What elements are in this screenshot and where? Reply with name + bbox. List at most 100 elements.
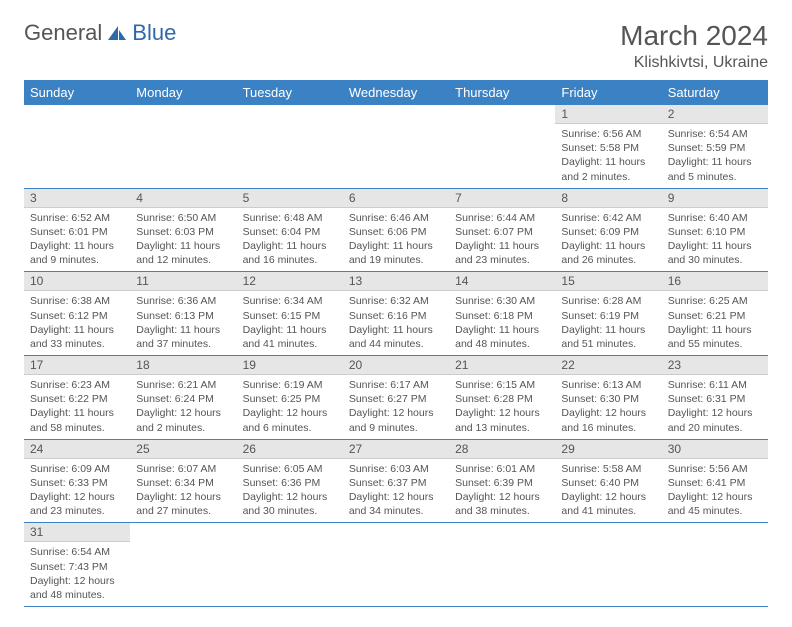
day-number: 25 (130, 440, 236, 459)
day-number: 30 (662, 440, 768, 459)
day-content: Sunrise: 6:50 AMSunset: 6:03 PMDaylight:… (130, 208, 236, 272)
calendar-cell: 5Sunrise: 6:48 AMSunset: 6:04 PMDaylight… (237, 188, 343, 272)
day-content: Sunrise: 6:17 AMSunset: 6:27 PMDaylight:… (343, 375, 449, 439)
day-number: 15 (555, 272, 661, 291)
calendar-table: SundayMondayTuesdayWednesdayThursdayFrid… (24, 80, 768, 607)
calendar-cell: 12Sunrise: 6:34 AMSunset: 6:15 PMDayligh… (237, 272, 343, 356)
calendar-cell: 24Sunrise: 6:09 AMSunset: 6:33 PMDayligh… (24, 439, 130, 523)
calendar-cell (343, 523, 449, 607)
calendar-cell: 28Sunrise: 6:01 AMSunset: 6:39 PMDayligh… (449, 439, 555, 523)
day-content: Sunrise: 6:25 AMSunset: 6:21 PMDaylight:… (662, 291, 768, 355)
calendar-cell: 25Sunrise: 6:07 AMSunset: 6:34 PMDayligh… (130, 439, 236, 523)
day-number: 26 (237, 440, 343, 459)
location-label: Klishkivtsi, Ukraine (620, 54, 768, 72)
calendar-cell (343, 105, 449, 188)
calendar-row: 31Sunrise: 6:54 AMSunset: 7:43 PMDayligh… (24, 523, 768, 607)
day-content: Sunrise: 6:42 AMSunset: 6:09 PMDaylight:… (555, 208, 661, 272)
day-number: 3 (24, 189, 130, 208)
day-number: 24 (24, 440, 130, 459)
weekday-header: Saturday (662, 80, 768, 105)
day-content: Sunrise: 6:56 AMSunset: 5:58 PMDaylight:… (555, 124, 661, 188)
calendar-cell (130, 523, 236, 607)
calendar-cell: 4Sunrise: 6:50 AMSunset: 6:03 PMDaylight… (130, 188, 236, 272)
calendar-cell: 27Sunrise: 6:03 AMSunset: 6:37 PMDayligh… (343, 439, 449, 523)
calendar-row: 1Sunrise: 6:56 AMSunset: 5:58 PMDaylight… (24, 105, 768, 188)
header: General Blue March 2024 Klishkivtsi, Ukr… (24, 20, 768, 72)
weekday-header: Monday (130, 80, 236, 105)
calendar-cell (449, 105, 555, 188)
title-block: March 2024 Klishkivtsi, Ukraine (620, 20, 768, 72)
day-content: Sunrise: 6:09 AMSunset: 6:33 PMDaylight:… (24, 459, 130, 523)
weekday-header: Wednesday (343, 80, 449, 105)
calendar-cell: 19Sunrise: 6:19 AMSunset: 6:25 PMDayligh… (237, 356, 343, 440)
calendar-cell: 16Sunrise: 6:25 AMSunset: 6:21 PMDayligh… (662, 272, 768, 356)
day-content: Sunrise: 6:34 AMSunset: 6:15 PMDaylight:… (237, 291, 343, 355)
day-number: 13 (343, 272, 449, 291)
calendar-cell (237, 105, 343, 188)
day-content: Sunrise: 6:44 AMSunset: 6:07 PMDaylight:… (449, 208, 555, 272)
calendar-body: 1Sunrise: 6:56 AMSunset: 5:58 PMDaylight… (24, 105, 768, 607)
day-content: Sunrise: 6:46 AMSunset: 6:06 PMDaylight:… (343, 208, 449, 272)
calendar-cell: 1Sunrise: 6:56 AMSunset: 5:58 PMDaylight… (555, 105, 661, 188)
logo: General Blue (24, 20, 176, 46)
day-content: Sunrise: 6:40 AMSunset: 6:10 PMDaylight:… (662, 208, 768, 272)
day-number: 21 (449, 356, 555, 375)
page-title: March 2024 (620, 20, 768, 52)
day-content: Sunrise: 6:54 AMSunset: 5:59 PMDaylight:… (662, 124, 768, 188)
day-content: Sunrise: 6:48 AMSunset: 6:04 PMDaylight:… (237, 208, 343, 272)
calendar-cell: 2Sunrise: 6:54 AMSunset: 5:59 PMDaylight… (662, 105, 768, 188)
day-number: 20 (343, 356, 449, 375)
calendar-cell (237, 523, 343, 607)
day-content: Sunrise: 6:05 AMSunset: 6:36 PMDaylight:… (237, 459, 343, 523)
calendar-cell: 8Sunrise: 6:42 AMSunset: 6:09 PMDaylight… (555, 188, 661, 272)
calendar-cell: 9Sunrise: 6:40 AMSunset: 6:10 PMDaylight… (662, 188, 768, 272)
weekday-header: Friday (555, 80, 661, 105)
day-number: 29 (555, 440, 661, 459)
calendar-cell: 23Sunrise: 6:11 AMSunset: 6:31 PMDayligh… (662, 356, 768, 440)
weekday-header: Tuesday (237, 80, 343, 105)
day-number: 14 (449, 272, 555, 291)
day-number: 17 (24, 356, 130, 375)
day-number: 6 (343, 189, 449, 208)
day-number: 12 (237, 272, 343, 291)
calendar-cell: 21Sunrise: 6:15 AMSunset: 6:28 PMDayligh… (449, 356, 555, 440)
day-number: 27 (343, 440, 449, 459)
calendar-cell (662, 523, 768, 607)
calendar-row: 24Sunrise: 6:09 AMSunset: 6:33 PMDayligh… (24, 439, 768, 523)
day-number: 16 (662, 272, 768, 291)
day-number: 4 (130, 189, 236, 208)
calendar-cell: 13Sunrise: 6:32 AMSunset: 6:16 PMDayligh… (343, 272, 449, 356)
day-number: 18 (130, 356, 236, 375)
calendar-cell: 6Sunrise: 6:46 AMSunset: 6:06 PMDaylight… (343, 188, 449, 272)
day-content: Sunrise: 6:52 AMSunset: 6:01 PMDaylight:… (24, 208, 130, 272)
day-number: 19 (237, 356, 343, 375)
weekday-header: Thursday (449, 80, 555, 105)
weekday-header-row: SundayMondayTuesdayWednesdayThursdayFrid… (24, 80, 768, 105)
day-number: 28 (449, 440, 555, 459)
day-content: Sunrise: 6:28 AMSunset: 6:19 PMDaylight:… (555, 291, 661, 355)
calendar-cell: 11Sunrise: 6:36 AMSunset: 6:13 PMDayligh… (130, 272, 236, 356)
calendar-cell (130, 105, 236, 188)
weekday-header: Sunday (24, 80, 130, 105)
calendar-cell: 17Sunrise: 6:23 AMSunset: 6:22 PMDayligh… (24, 356, 130, 440)
day-number: 22 (555, 356, 661, 375)
calendar-row: 3Sunrise: 6:52 AMSunset: 6:01 PMDaylight… (24, 188, 768, 272)
calendar-row: 17Sunrise: 6:23 AMSunset: 6:22 PMDayligh… (24, 356, 768, 440)
day-content: Sunrise: 6:38 AMSunset: 6:12 PMDaylight:… (24, 291, 130, 355)
day-content: Sunrise: 6:30 AMSunset: 6:18 PMDaylight:… (449, 291, 555, 355)
calendar-cell: 30Sunrise: 5:56 AMSunset: 6:41 PMDayligh… (662, 439, 768, 523)
calendar-cell: 22Sunrise: 6:13 AMSunset: 6:30 PMDayligh… (555, 356, 661, 440)
calendar-cell: 15Sunrise: 6:28 AMSunset: 6:19 PMDayligh… (555, 272, 661, 356)
day-number: 1 (555, 105, 661, 124)
day-content: Sunrise: 6:07 AMSunset: 6:34 PMDaylight:… (130, 459, 236, 523)
calendar-cell: 3Sunrise: 6:52 AMSunset: 6:01 PMDaylight… (24, 188, 130, 272)
day-number: 23 (662, 356, 768, 375)
logo-text-blue: Blue (132, 20, 176, 46)
day-content: Sunrise: 6:54 AMSunset: 7:43 PMDaylight:… (24, 542, 130, 606)
day-content: Sunrise: 6:11 AMSunset: 6:31 PMDaylight:… (662, 375, 768, 439)
calendar-cell: 18Sunrise: 6:21 AMSunset: 6:24 PMDayligh… (130, 356, 236, 440)
calendar-cell: 26Sunrise: 6:05 AMSunset: 6:36 PMDayligh… (237, 439, 343, 523)
day-content: Sunrise: 6:03 AMSunset: 6:37 PMDaylight:… (343, 459, 449, 523)
day-number: 31 (24, 523, 130, 542)
day-content: Sunrise: 6:36 AMSunset: 6:13 PMDaylight:… (130, 291, 236, 355)
